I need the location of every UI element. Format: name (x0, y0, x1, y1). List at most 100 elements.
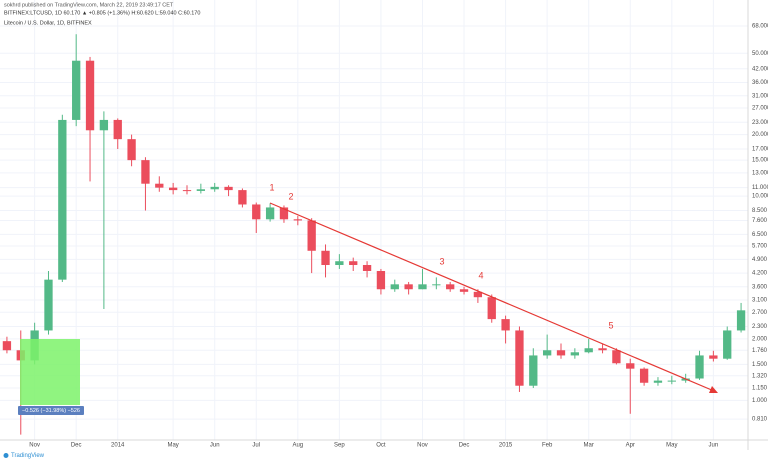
y-tick-label: 10.000 (752, 194, 768, 200)
candle-body (598, 348, 607, 351)
x-tick-label: 2014 (111, 443, 125, 449)
y-tick-label: 2.300 (752, 324, 768, 330)
x-tick-label: Nov (417, 443, 428, 449)
y-tick-label: 4.900 (752, 257, 768, 263)
candle-body (321, 250, 330, 266)
candle-body (72, 60, 81, 120)
y-tick-label: 1.760 (752, 348, 768, 354)
measure-label-bg (18, 406, 84, 415)
y-tick-label: 11.000 (752, 185, 768, 191)
candle-body (376, 270, 386, 290)
candle-body (362, 265, 372, 271)
candle-body (307, 220, 316, 251)
candle-body (626, 363, 635, 369)
x-tick-label: Aug (292, 443, 303, 449)
y-tick-label: 13.000 (752, 170, 768, 176)
y-tick-label: 68.000 (752, 24, 768, 30)
y-tick-label: 15.000 (752, 158, 768, 164)
y-tick-label: 5.700 (752, 244, 768, 250)
measure-label: −0.526 (−31.98%) −526 (22, 408, 80, 414)
x-tick-label: May (666, 443, 677, 449)
y-tick-label: 3.600 (752, 284, 768, 290)
footer-bar (0, 450, 768, 461)
candle-body (695, 355, 704, 379)
annotation: 1 (269, 182, 274, 192)
x-tick-label: Dec (71, 443, 82, 449)
y-tick-label: 2.000 (752, 336, 768, 342)
candle-body (709, 355, 718, 359)
candle-body (155, 183, 164, 188)
x-tick-label: Jun (709, 443, 719, 449)
candle-body (723, 330, 732, 359)
candle-body (293, 219, 302, 221)
x-tick-label: Jul (252, 443, 260, 449)
trend-line (269, 202, 715, 392)
grid (0, 0, 748, 440)
candle-body (99, 119, 109, 131)
x-tick-label: 2015 (499, 443, 513, 449)
trend-arrow (709, 386, 718, 393)
candle-body (459, 289, 469, 292)
candle-body (141, 160, 150, 184)
y-tick-label: 6.500 (752, 232, 768, 238)
candle-body (667, 380, 676, 382)
candle-body (515, 330, 524, 386)
candle-body (224, 186, 233, 191)
y-tick-label: 3.100 (752, 298, 768, 304)
y-tick-label: 1.150 (752, 386, 768, 392)
candle-body (85, 60, 95, 131)
candle-body (168, 187, 178, 191)
y-tick-label: 8.500 (752, 208, 768, 214)
candle-body (542, 350, 552, 356)
candle-body (487, 297, 496, 320)
candle-body (182, 190, 192, 192)
candle-body (446, 284, 455, 290)
footer-logo (3, 453, 9, 458)
candle-body (390, 284, 399, 290)
y-tick-label: 20.000 (752, 132, 768, 138)
candle-body (584, 348, 593, 353)
y-tick-label: 27.000 (752, 106, 768, 112)
x-tick-label: Dec (459, 443, 470, 449)
symbol-line: BITFINEX:LTCUSD, 1D 60.170 ▲ +0.805 (+1.… (4, 10, 200, 16)
candle-body (279, 207, 289, 220)
candle-body (44, 279, 53, 331)
annotation: 5 (608, 320, 613, 330)
y-tick-label: 36.000 (752, 80, 768, 86)
y-tick-label: 23.000 (752, 120, 768, 126)
x-tick-label: Sep (334, 443, 345, 449)
candle-body (639, 368, 649, 383)
footer: TradingView (11, 453, 45, 459)
y-tick-label: 1.320 (752, 373, 768, 379)
y-tick-label: 50.000 (752, 51, 768, 57)
measure-box (20, 339, 80, 405)
candle-body (501, 319, 510, 331)
y-tick-label: 2.700 (752, 310, 768, 316)
y-tick-label: 7.600 (752, 218, 768, 224)
candle-body (529, 355, 538, 386)
candle-body (556, 350, 566, 356)
x-tick-label: Mar (584, 443, 594, 449)
candle-body (196, 189, 206, 191)
candle-body (418, 284, 427, 290)
publisher-line: sokhrd published on TradingView.com, Mar… (4, 2, 174, 8)
candle-body (432, 284, 441, 286)
y-tick-label: 42.000 (752, 66, 768, 72)
annotation: 2 (288, 191, 293, 201)
x-tick-label: Oct (376, 443, 386, 449)
candle-body (473, 291, 483, 298)
y-tick-label: 17.000 (752, 147, 768, 153)
x-tick-label: Apr (626, 443, 635, 449)
candle-body (58, 119, 67, 280)
candle-body (238, 190, 247, 205)
candle-body (252, 204, 261, 220)
candle-body (127, 139, 136, 161)
annotation: 4 (478, 270, 483, 280)
candle-body (265, 207, 275, 220)
candle-body (612, 350, 621, 364)
candle-body (404, 284, 413, 290)
candle-body (2, 341, 12, 351)
y-tick-label: 31.000 (752, 93, 768, 99)
candle-body (570, 352, 580, 356)
candle-body (736, 310, 746, 331)
